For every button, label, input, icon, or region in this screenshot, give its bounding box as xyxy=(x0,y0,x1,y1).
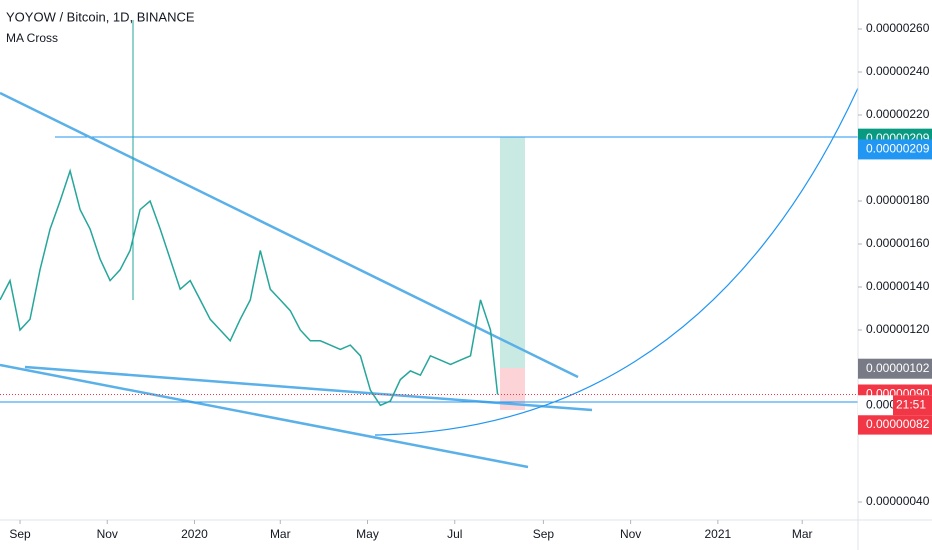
indicator-name: MA Cross xyxy=(6,31,58,45)
x-tick-label: Mar xyxy=(270,527,291,541)
y-tick-label: 0.00000140 xyxy=(866,279,930,293)
long-position-target xyxy=(500,137,525,368)
x-tick-label: Nov xyxy=(620,527,641,541)
y-tick-label: 0.00000220 xyxy=(866,107,930,121)
price-label: 0.000 xyxy=(866,397,896,411)
arc xyxy=(374,87,859,436)
countdown: 21:51 xyxy=(896,397,926,411)
price-line xyxy=(0,168,499,407)
x-tick-label: Sep xyxy=(533,527,555,541)
y-tick-label: 0.00000120 xyxy=(866,322,930,336)
x-tick-label: Jul xyxy=(447,527,462,541)
price-label: 0.00000082 xyxy=(866,417,930,431)
price-label-box xyxy=(858,414,932,435)
chart-title: YOYOW / Bitcoin, 1D, BINANCE xyxy=(6,9,195,24)
x-tick-label: 2020 xyxy=(181,527,208,541)
y-tick-label: 0.00000240 xyxy=(866,64,930,78)
x-tick-label: 2021 xyxy=(705,527,732,541)
x-tick-label: Mar xyxy=(792,527,813,541)
price-label: 0.00000209 xyxy=(866,142,930,156)
trend-line xyxy=(0,91,579,379)
x-tick-label: Nov xyxy=(97,527,118,541)
price-label-box xyxy=(858,358,932,379)
x-tick-label: Sep xyxy=(9,527,31,541)
drawings xyxy=(0,20,859,469)
y-tick-label: 0.00000260 xyxy=(866,21,930,35)
countdown-box xyxy=(893,395,932,416)
price-label-box xyxy=(858,139,932,160)
y-tick-label: 0.00000160 xyxy=(866,236,930,250)
y-tick-label: 0.00000040 xyxy=(866,494,930,508)
y-tick-label: 0.00000180 xyxy=(866,193,930,207)
trend-line xyxy=(0,363,529,469)
x-tick-label: May xyxy=(356,527,379,541)
trend-line xyxy=(24,365,593,412)
price-label: 0.00000102 xyxy=(866,361,930,375)
